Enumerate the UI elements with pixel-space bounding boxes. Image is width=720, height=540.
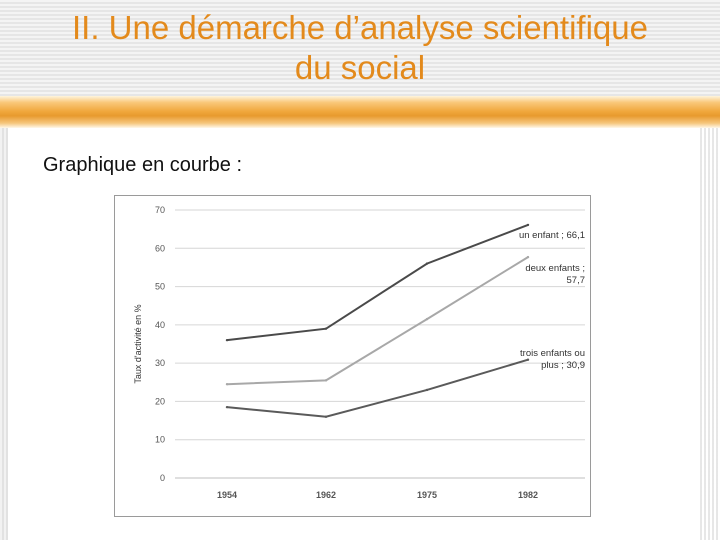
x-tick-label: 1954 [217,490,237,500]
series-data-label: trois enfants ou [520,348,585,359]
y-tick-label: 60 [155,243,165,253]
x-tick-label: 1975 [417,490,437,500]
right-stripe-decoration [698,128,720,540]
slide-header: II. Une démarche d’analyse scientifique … [0,0,720,96]
series-line-3 [226,358,529,418]
y-tick-label: 40 [155,320,165,330]
series-data-label: deux enfants ; [525,263,585,274]
slide-title: II. Une démarche d’analyse scientifique … [0,8,720,88]
series-line-1 [226,223,529,342]
y-axis-label: Taux d'activité en % [133,304,143,383]
slide-subtitle: Graphique en courbe : [43,154,243,176]
data-point [324,415,328,418]
slide-title-line2: du social [294,49,426,86]
data-point [526,223,530,227]
x-tick-label: 1982 [518,490,538,500]
y-tick-label: 30 [155,358,165,368]
x-tick-label: 1962 [316,490,336,500]
y-tick-label: 50 [155,282,165,292]
orange-divider-band [0,96,720,128]
y-tick-label: 20 [155,396,165,406]
y-tick-label: 0 [160,473,165,483]
series-line-2 [226,256,529,386]
left-stripe-decoration [0,128,8,540]
data-point [526,358,530,361]
data-point [425,262,429,265]
line-chart: 0 10 20 30 40 50 60 70 1954 1962 1975 1982 Taux d'ac… [133,205,586,500]
data-point [324,327,328,330]
data-point [425,388,429,392]
y-tick-label: 10 [155,435,165,445]
data-point [425,317,429,321]
series-data-label: plus ; 30,9 [541,360,585,371]
series-data-label: un enfant ; 66,1 [519,230,585,241]
y-tick-label: 70 [155,205,165,215]
data-point [225,338,229,342]
line-chart-frame: 0 10 20 30 40 50 60 70 1954 1962 1975 1982 Taux d'ac… [114,195,591,517]
data-point [225,383,229,386]
data-point [324,379,328,382]
data-point [225,405,229,409]
slide-title-line1: II. Une démarche d’analyse scientifique [72,9,648,46]
data-point [526,255,530,259]
series-data-label: 57,7 [567,275,586,286]
